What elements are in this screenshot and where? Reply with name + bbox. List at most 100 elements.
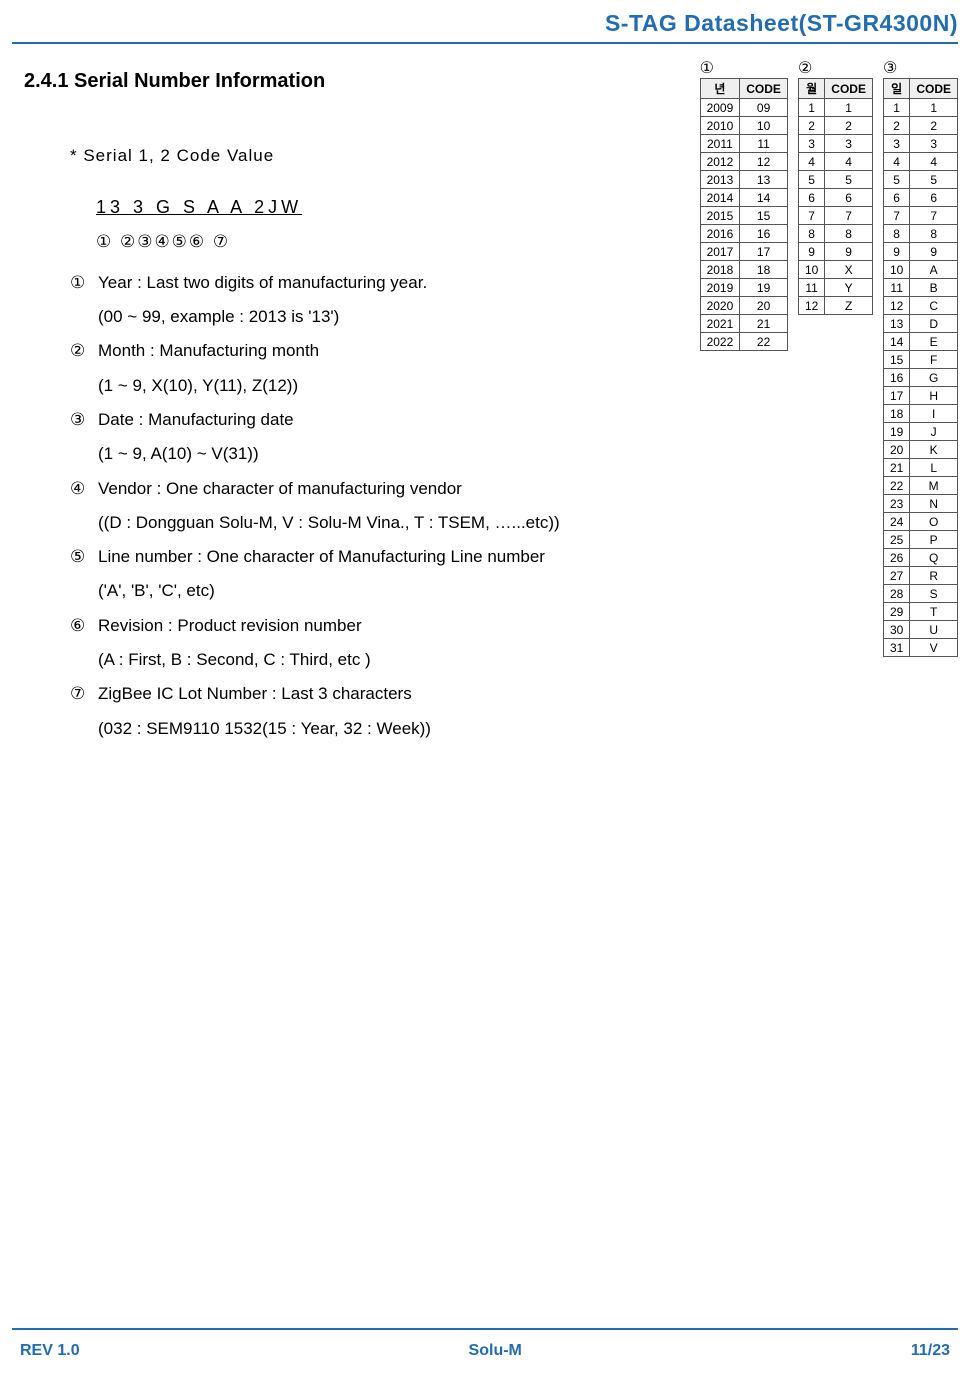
day-header-label: 일 <box>883 79 909 99</box>
item-text-line1: Vendor : One character of manufacturing … <box>98 473 770 505</box>
item-text-line1: ZigBee IC Lot Number : Last 3 characters <box>98 678 770 710</box>
item-text-line2: (00 ~ 99, example : 2013 is '13') <box>98 301 770 333</box>
item-text-line2: (032 : SEM9110 1532(15 : Year, 32 : Week… <box>98 713 770 745</box>
header-rule <box>12 42 958 44</box>
table-row: 16G <box>883 369 957 387</box>
table-row: 200909 <box>700 99 787 117</box>
item-text-line1: Month : Manufacturing month <box>98 335 770 367</box>
table-cell: 8 <box>798 225 824 243</box>
table-row: 13D <box>883 315 957 333</box>
table-cell: M <box>910 477 958 495</box>
table-cell: 5 <box>825 171 873 189</box>
table-cell: P <box>910 531 958 549</box>
table-row: 77 <box>798 207 872 225</box>
table-cell: 31 <box>883 639 909 657</box>
table-cell: 20 <box>740 297 788 315</box>
table-cell: 4 <box>883 153 909 171</box>
day-table: 일 CODE 11223344556677889910A11B12C13D14E… <box>883 78 958 657</box>
table-cell: 2021 <box>700 315 740 333</box>
table-cell: 6 <box>910 189 958 207</box>
table-cell: 2012 <box>700 153 740 171</box>
document-footer: REV 1.0 Solu-M 11/23 <box>20 1342 950 1360</box>
table-cell: S <box>910 585 958 603</box>
table-row: 201212 <box>700 153 787 171</box>
table-cell: 10 <box>883 261 909 279</box>
table-cell: 19 <box>883 423 909 441</box>
table-cell: 7 <box>910 207 958 225</box>
table-cell: 5 <box>910 171 958 189</box>
table-cell: 22 <box>883 477 909 495</box>
table-row: 201414 <box>700 189 787 207</box>
item-row-sub: (032 : SEM9110 1532(15 : Year, 32 : Week… <box>70 713 770 745</box>
table-row: 66 <box>883 189 957 207</box>
table-cell: 18 <box>883 405 909 423</box>
table-cell: 15 <box>883 351 909 369</box>
table-row: 33 <box>798 135 872 153</box>
table-cell: 4 <box>825 153 873 171</box>
table-cell: 12 <box>798 297 824 315</box>
table-cell: 2011 <box>700 135 740 153</box>
table-cell: N <box>910 495 958 513</box>
item-text-line2: ((D : Dongguan Solu-M, V : Solu-M Vina.,… <box>98 507 770 539</box>
table-cell: 11 <box>798 279 824 297</box>
table-cell: 8 <box>883 225 909 243</box>
table-cell: 6 <box>798 189 824 207</box>
table-row: 14E <box>883 333 957 351</box>
table-row: 31V <box>883 639 957 657</box>
table-row: 11 <box>798 99 872 117</box>
table-row: 44 <box>883 153 957 171</box>
table-row: 26Q <box>883 549 957 567</box>
table-cell: 17 <box>883 387 909 405</box>
item-row: ⑦ZigBee IC Lot Number : Last 3 character… <box>70 678 770 710</box>
item-row: ⑥Revision : Product revision number <box>70 610 770 642</box>
table-row: 10X <box>798 261 872 279</box>
table-row: 23N <box>883 495 957 513</box>
table-cell: 9 <box>883 243 909 261</box>
table-row: 17H <box>883 387 957 405</box>
table-cell: 2 <box>910 117 958 135</box>
item-text-line2: (1 ~ 9, A(10) ~ V(31)) <box>98 438 770 470</box>
table-row: 201616 <box>700 225 787 243</box>
footer-page: 11/23 <box>911 1342 950 1360</box>
table-row: 12C <box>883 297 957 315</box>
year-table-wrap: ① 년 CODE 2009092010102011112012122013132… <box>700 58 788 351</box>
table-cell: 2020 <box>700 297 740 315</box>
table-cell: 16 <box>740 225 788 243</box>
table-row: 24O <box>883 513 957 531</box>
table-cell: 19 <box>740 279 788 297</box>
table-row: 201111 <box>700 135 787 153</box>
table-row: 201717 <box>700 243 787 261</box>
table-cell: 09 <box>740 99 788 117</box>
table-cell: J <box>910 423 958 441</box>
table-cell: 9 <box>910 243 958 261</box>
table-cell: G <box>910 369 958 387</box>
table-cell: 29 <box>883 603 909 621</box>
table-row: 29T <box>883 603 957 621</box>
item-row-sub: (00 ~ 99, example : 2013 is '13') <box>70 301 770 333</box>
table-cell: 2017 <box>700 243 740 261</box>
item-row-sub: ((D : Dongguan Solu-M, V : Solu-M Vina.,… <box>70 507 770 539</box>
table-cell: 28 <box>883 585 909 603</box>
table-cell: 7 <box>798 207 824 225</box>
table-row: 66 <box>798 189 872 207</box>
table-cell: L <box>910 459 958 477</box>
table-cell: H <box>910 387 958 405</box>
table-cell: 2 <box>825 117 873 135</box>
table-row: 11 <box>883 99 957 117</box>
table-cell: 1 <box>798 99 824 117</box>
table-cell: 3 <box>883 135 909 153</box>
month-header-label: 월 <box>798 79 824 99</box>
table-cell: 6 <box>825 189 873 207</box>
table-cell: 2 <box>798 117 824 135</box>
table-row: 30U <box>883 621 957 639</box>
table-cell: 2 <box>883 117 909 135</box>
table-cell: 2013 <box>700 171 740 189</box>
table-cell: 30 <box>883 621 909 639</box>
table-cell: 2018 <box>700 261 740 279</box>
table-cell: 3 <box>825 135 873 153</box>
table-row: 15F <box>883 351 957 369</box>
item-text-line2: (A : First, B : Second, C : Third, etc ) <box>98 644 770 676</box>
table-row: 21L <box>883 459 957 477</box>
table-cell: 13 <box>883 315 909 333</box>
table-row: 99 <box>798 243 872 261</box>
